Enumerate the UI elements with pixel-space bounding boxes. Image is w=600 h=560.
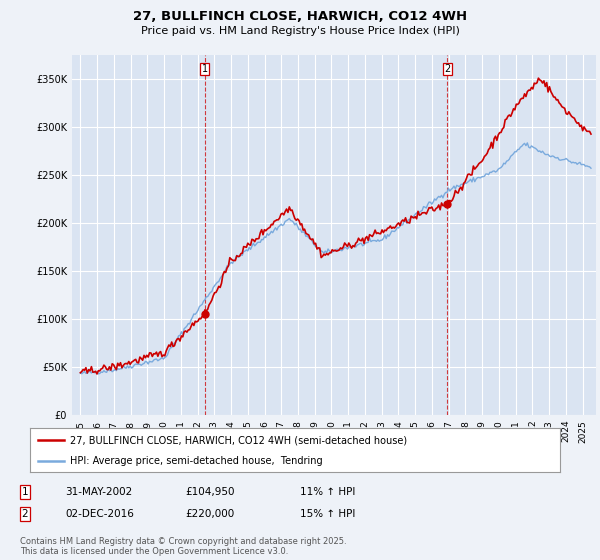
Text: 27, BULLFINCH CLOSE, HARWICH, CO12 4WH: 27, BULLFINCH CLOSE, HARWICH, CO12 4WH (133, 10, 467, 23)
Text: 15% ↑ HPI: 15% ↑ HPI (300, 509, 355, 519)
Text: 02-DEC-2016: 02-DEC-2016 (65, 509, 134, 519)
Text: Contains HM Land Registry data © Crown copyright and database right 2025.
This d: Contains HM Land Registry data © Crown c… (20, 536, 347, 556)
Text: 1: 1 (22, 487, 28, 497)
Text: Price paid vs. HM Land Registry's House Price Index (HPI): Price paid vs. HM Land Registry's House … (140, 26, 460, 36)
Text: 2: 2 (22, 509, 28, 519)
Text: 1: 1 (202, 64, 208, 74)
Text: £104,950: £104,950 (185, 487, 235, 497)
Text: 2: 2 (444, 64, 451, 74)
Text: 11% ↑ HPI: 11% ↑ HPI (300, 487, 355, 497)
Text: 31-MAY-2002: 31-MAY-2002 (65, 487, 132, 497)
Text: £220,000: £220,000 (185, 509, 234, 519)
Text: HPI: Average price, semi-detached house,  Tendring: HPI: Average price, semi-detached house,… (70, 456, 322, 465)
Text: 27, BULLFINCH CLOSE, HARWICH, CO12 4WH (semi-detached house): 27, BULLFINCH CLOSE, HARWICH, CO12 4WH (… (70, 435, 407, 445)
